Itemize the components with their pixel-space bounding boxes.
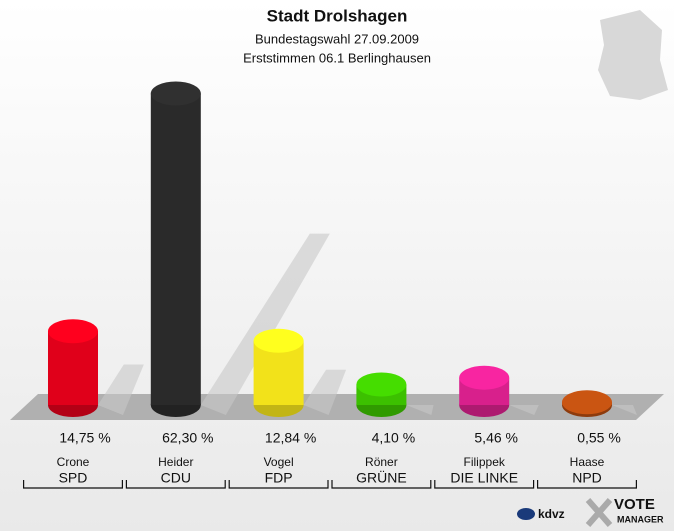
- party-label: DIE LINKE: [450, 470, 518, 486]
- candidate-label: Haase: [570, 455, 605, 469]
- party-label: NPD: [572, 470, 602, 486]
- logo-text: MANAGER: [617, 514, 664, 524]
- party-label: SPD: [59, 470, 88, 486]
- value-label: 0,55 %: [577, 430, 621, 446]
- bar-top: [253, 328, 304, 353]
- bar-top: [150, 81, 201, 106]
- bar-top: [562, 390, 612, 415]
- bracket: [434, 480, 535, 489]
- candidate-label: Crone: [57, 455, 90, 469]
- chart-subtitle: Erststimmen 06.1 Berlinghausen: [243, 50, 431, 65]
- bar-shadow: [612, 405, 637, 415]
- chart-subtitle: Bundestagswahl 27.09.2009: [255, 31, 419, 46]
- bar: [48, 331, 98, 405]
- value-label: 5,46 %: [474, 430, 518, 446]
- bracket: [125, 480, 226, 489]
- bar-top: [48, 319, 98, 344]
- chart-title: Stadt Drolshagen: [267, 6, 408, 25]
- bar-top: [356, 372, 407, 397]
- map-silhouette: [598, 10, 668, 100]
- candidate-label: Vogel: [264, 455, 294, 469]
- value-label: 14,75 %: [59, 430, 110, 446]
- bar-shadow: [303, 369, 347, 415]
- bracket: [331, 480, 432, 489]
- logo-mark: [585, 498, 613, 527]
- bar: [150, 93, 201, 405]
- bracket: [228, 480, 329, 489]
- bar-shadow: [406, 405, 434, 415]
- candidate-label: Filippek: [464, 455, 506, 469]
- logo-text: VOTE: [614, 496, 655, 513]
- bar-shadow: [200, 233, 330, 415]
- candidate-label: Röner: [365, 455, 398, 469]
- bar-shadow: [509, 405, 539, 415]
- bar-shadow: [98, 364, 144, 415]
- bracket: [23, 480, 123, 489]
- value-label: 12,84 %: [265, 430, 316, 446]
- logo-text: kdvz: [538, 507, 565, 521]
- bracket: [537, 480, 637, 489]
- candidate-label: Heider: [158, 455, 193, 469]
- value-label: 62,30 %: [162, 430, 213, 446]
- party-label: GRÜNE: [356, 469, 407, 486]
- party-label: CDU: [161, 470, 191, 486]
- bar-top: [459, 365, 510, 390]
- logo-mark: [517, 508, 535, 520]
- value-label: 4,10 %: [372, 430, 416, 446]
- party-label: FDP: [265, 470, 293, 486]
